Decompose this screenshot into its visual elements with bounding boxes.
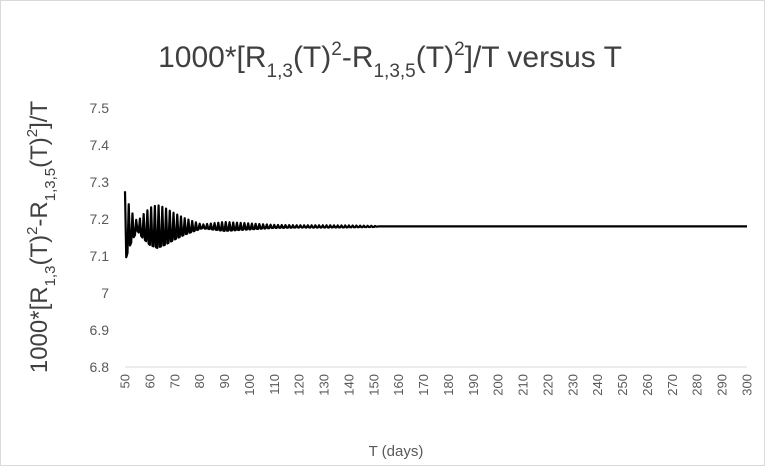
x-tick-label: 280: [690, 374, 705, 396]
x-tick-label: 240: [590, 374, 605, 396]
x-tick-label: 130: [317, 374, 332, 396]
x-tick-label: 150: [366, 374, 381, 396]
x-tick-label: 230: [565, 374, 580, 396]
x-axis-ticks: 50 60 70 80 90 100 110 120 130 140 150 160 170 180 190…: [118, 374, 755, 396]
x-tick-label: 120: [292, 374, 307, 396]
series-layer: [123, 191, 747, 259]
x-tick-label: 70: [167, 374, 182, 388]
x-tick-label: 250: [615, 374, 630, 396]
x-tick-label: 60: [142, 374, 157, 388]
y-tick-label: 6.8: [90, 359, 110, 375]
y-tick-label: 7: [101, 285, 109, 301]
y-tick-label: 7.4: [90, 137, 110, 153]
x-tick-label: 170: [416, 374, 431, 396]
y-tick-label: 6.9: [90, 322, 110, 338]
x-tick-label: 80: [192, 374, 207, 388]
x-axis-label: T (days): [369, 443, 424, 460]
x-tick-label: 50: [118, 374, 133, 388]
x-tick-label: 110: [267, 374, 282, 395]
y-tick-label: 7.3: [90, 174, 110, 190]
y-tick-label: 7.5: [90, 100, 110, 116]
x-tick-label: 90: [217, 374, 232, 388]
y-tick-label: 7.1: [90, 248, 110, 264]
x-tick-label: 210: [516, 374, 531, 396]
y-tick-label: 7.2: [90, 211, 110, 227]
x-tick-label: 260: [640, 374, 655, 396]
x-tick-label: 220: [540, 374, 555, 396]
x-tick-label: 160: [391, 374, 406, 396]
x-tick-label: 190: [466, 374, 481, 396]
x-tick-label: 270: [665, 374, 680, 396]
x-tick-label: 180: [441, 374, 456, 396]
x-tick-label: 300: [740, 374, 755, 396]
chart-title: 1000*[R1,3(T)2-R1,3,5(T)2]/T versus T: [158, 39, 622, 82]
x-tick-label: 200: [491, 374, 506, 396]
y-axis-ticks: 7.5 7.4 7.3 7.2 7.1 7 6.9 6.8: [90, 100, 110, 375]
y-axis-label: 1000*[R1,3(T)2-R1,3,5(T)2]/T: [24, 101, 59, 374]
series-line: [123, 191, 747, 259]
x-tick-label: 290: [715, 374, 730, 396]
x-tick-label: 140: [341, 374, 356, 396]
x-tick-label: 100: [242, 374, 257, 396]
